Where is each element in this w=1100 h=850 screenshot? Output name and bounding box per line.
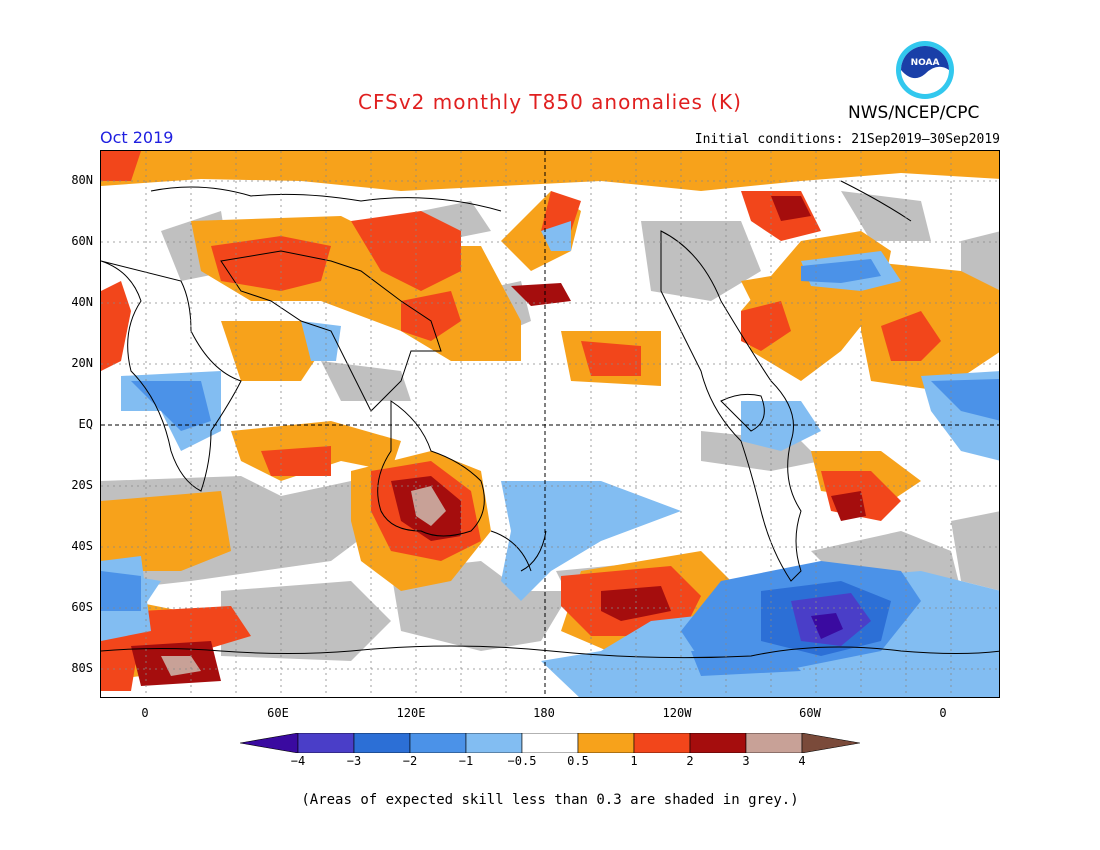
lon-label: 0 <box>939 706 947 720</box>
agency-label: NWS/NCEP/CPC <box>848 103 980 123</box>
noaa-logo: NOAA <box>895 40 955 100</box>
logo-text: NOAA <box>911 58 940 68</box>
colorbar-tick: −0.5 <box>507 754 537 768</box>
lat-label: EQ <box>78 417 93 431</box>
anomaly-lt-neg-4 <box>811 613 843 639</box>
colorbar-tick: 1 <box>630 754 638 768</box>
colorbar-tick: 3 <box>742 754 750 768</box>
lat-label: 60N <box>71 234 93 248</box>
colorbar-tick: −3 <box>346 754 362 768</box>
lat-label: 60S <box>71 600 93 614</box>
coastlines <box>101 180 999 659</box>
colorbar-tick: −2 <box>402 754 418 768</box>
graticule <box>101 151 999 697</box>
lon-label: 120W <box>662 706 692 720</box>
lat-label: 20N <box>71 356 93 370</box>
lat-label: 80S <box>71 661 93 675</box>
lat-label: 40S <box>71 539 93 553</box>
forecast-month: Oct 2019 <box>100 128 174 147</box>
equator-dateline <box>101 151 999 697</box>
lon-label: 60E <box>267 706 289 720</box>
colorbar-tick: 2 <box>686 754 694 768</box>
chart-title: CFSv2 monthly T850 anomalies (K) <box>358 90 742 114</box>
anomaly-map <box>100 150 1000 698</box>
lat-label: 80N <box>71 173 93 187</box>
colorbar-tick: −4 <box>290 754 306 768</box>
lon-label: 60W <box>799 706 821 720</box>
lat-label: 20S <box>71 478 93 492</box>
lon-label: 0 <box>141 706 149 720</box>
colorbar-tick: 0.5 <box>567 754 589 768</box>
colorbar-tick: 4 <box>798 754 806 768</box>
skill-footnote: (Areas of expected skill less than 0.3 a… <box>301 792 799 808</box>
lon-label: 120E <box>396 706 426 720</box>
lat-label: 40N <box>71 295 93 309</box>
lon-label: 180 <box>533 706 555 720</box>
colorbar-tick: −1 <box>458 754 474 768</box>
initial-conditions: Initial conditions: 21Sep2019–30Sep2019 <box>694 132 1000 147</box>
colorbar <box>239 732 861 754</box>
